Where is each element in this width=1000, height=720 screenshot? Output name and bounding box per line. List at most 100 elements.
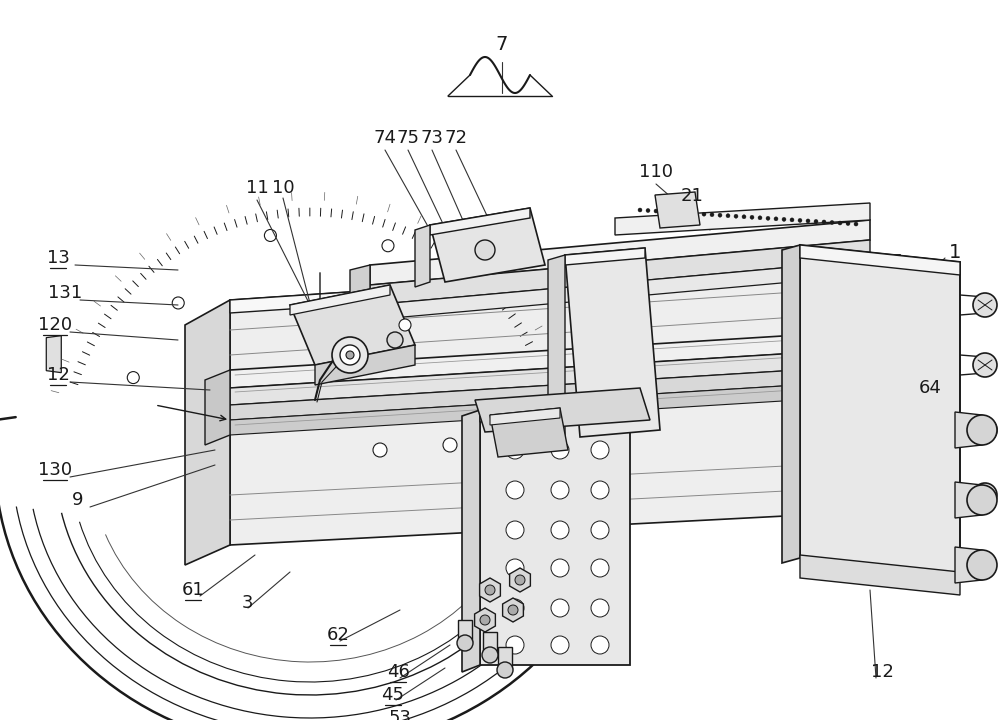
Circle shape	[591, 559, 609, 577]
Circle shape	[475, 240, 495, 260]
Circle shape	[822, 447, 838, 463]
Circle shape	[822, 357, 838, 373]
Text: 64: 64	[919, 379, 941, 397]
Circle shape	[838, 221, 842, 225]
Circle shape	[702, 212, 706, 216]
Circle shape	[457, 635, 473, 651]
Circle shape	[382, 240, 394, 252]
Polygon shape	[370, 260, 870, 320]
Circle shape	[822, 220, 826, 224]
Text: 61: 61	[182, 581, 204, 599]
Circle shape	[822, 534, 838, 550]
Polygon shape	[230, 330, 880, 388]
Text: 12: 12	[47, 366, 69, 384]
Circle shape	[591, 441, 609, 459]
Polygon shape	[498, 647, 512, 670]
Text: 46: 46	[387, 663, 409, 681]
Polygon shape	[615, 203, 870, 235]
Circle shape	[742, 215, 746, 219]
Text: 21: 21	[681, 187, 703, 205]
Circle shape	[782, 217, 786, 221]
Circle shape	[973, 293, 997, 317]
Circle shape	[506, 636, 524, 654]
Circle shape	[443, 438, 457, 452]
Circle shape	[591, 636, 609, 654]
Text: 10: 10	[272, 179, 294, 197]
Polygon shape	[800, 555, 960, 595]
Circle shape	[423, 383, 437, 397]
Text: 1: 1	[949, 243, 961, 261]
Circle shape	[343, 393, 357, 407]
Circle shape	[551, 521, 569, 539]
Circle shape	[822, 312, 838, 328]
Circle shape	[439, 293, 451, 305]
Polygon shape	[350, 265, 370, 325]
Circle shape	[523, 433, 537, 447]
Circle shape	[852, 534, 868, 550]
Circle shape	[686, 211, 690, 215]
Polygon shape	[955, 547, 982, 583]
Polygon shape	[503, 598, 523, 622]
Circle shape	[643, 363, 657, 377]
Polygon shape	[800, 245, 960, 575]
Circle shape	[822, 492, 838, 508]
Circle shape	[914, 534, 930, 550]
Text: 45: 45	[382, 686, 404, 704]
Circle shape	[973, 483, 997, 507]
Circle shape	[340, 345, 360, 365]
Circle shape	[591, 599, 609, 617]
Circle shape	[593, 368, 607, 382]
Circle shape	[967, 550, 997, 580]
Circle shape	[852, 492, 868, 508]
Circle shape	[854, 222, 858, 226]
Circle shape	[710, 212, 714, 217]
Polygon shape	[800, 245, 960, 275]
Circle shape	[774, 217, 778, 221]
Polygon shape	[510, 568, 530, 592]
Text: 73: 73	[420, 129, 444, 147]
Circle shape	[387, 332, 403, 348]
Circle shape	[882, 357, 898, 373]
Polygon shape	[655, 192, 700, 228]
Polygon shape	[480, 398, 630, 665]
Polygon shape	[490, 408, 568, 457]
Text: 110: 110	[639, 163, 673, 181]
Text: 62: 62	[327, 626, 349, 644]
Text: 75: 75	[396, 129, 420, 147]
Circle shape	[830, 220, 834, 225]
Circle shape	[127, 372, 139, 384]
Polygon shape	[430, 208, 545, 282]
Text: 130: 130	[38, 461, 72, 479]
Circle shape	[346, 351, 354, 359]
Circle shape	[638, 208, 642, 212]
Polygon shape	[205, 370, 230, 445]
Text: 12: 12	[871, 663, 893, 681]
Polygon shape	[185, 300, 230, 565]
Polygon shape	[230, 255, 900, 313]
Circle shape	[967, 485, 997, 515]
Circle shape	[497, 662, 513, 678]
Polygon shape	[462, 410, 480, 672]
Polygon shape	[458, 620, 472, 643]
Polygon shape	[565, 248, 660, 437]
Circle shape	[646, 209, 650, 212]
Circle shape	[399, 319, 411, 331]
Text: 74: 74	[374, 129, 396, 147]
Text: 72: 72	[444, 129, 468, 147]
Circle shape	[506, 441, 524, 459]
Circle shape	[591, 521, 609, 539]
Circle shape	[482, 647, 498, 663]
Text: 53: 53	[388, 709, 412, 720]
Circle shape	[551, 441, 569, 459]
Circle shape	[882, 534, 898, 550]
Circle shape	[882, 312, 898, 328]
Circle shape	[734, 215, 738, 218]
Circle shape	[654, 209, 658, 213]
Circle shape	[485, 585, 495, 595]
Polygon shape	[782, 245, 800, 563]
Circle shape	[852, 402, 868, 418]
Circle shape	[551, 559, 569, 577]
Polygon shape	[475, 608, 495, 632]
Polygon shape	[415, 225, 430, 287]
Circle shape	[718, 213, 722, 217]
